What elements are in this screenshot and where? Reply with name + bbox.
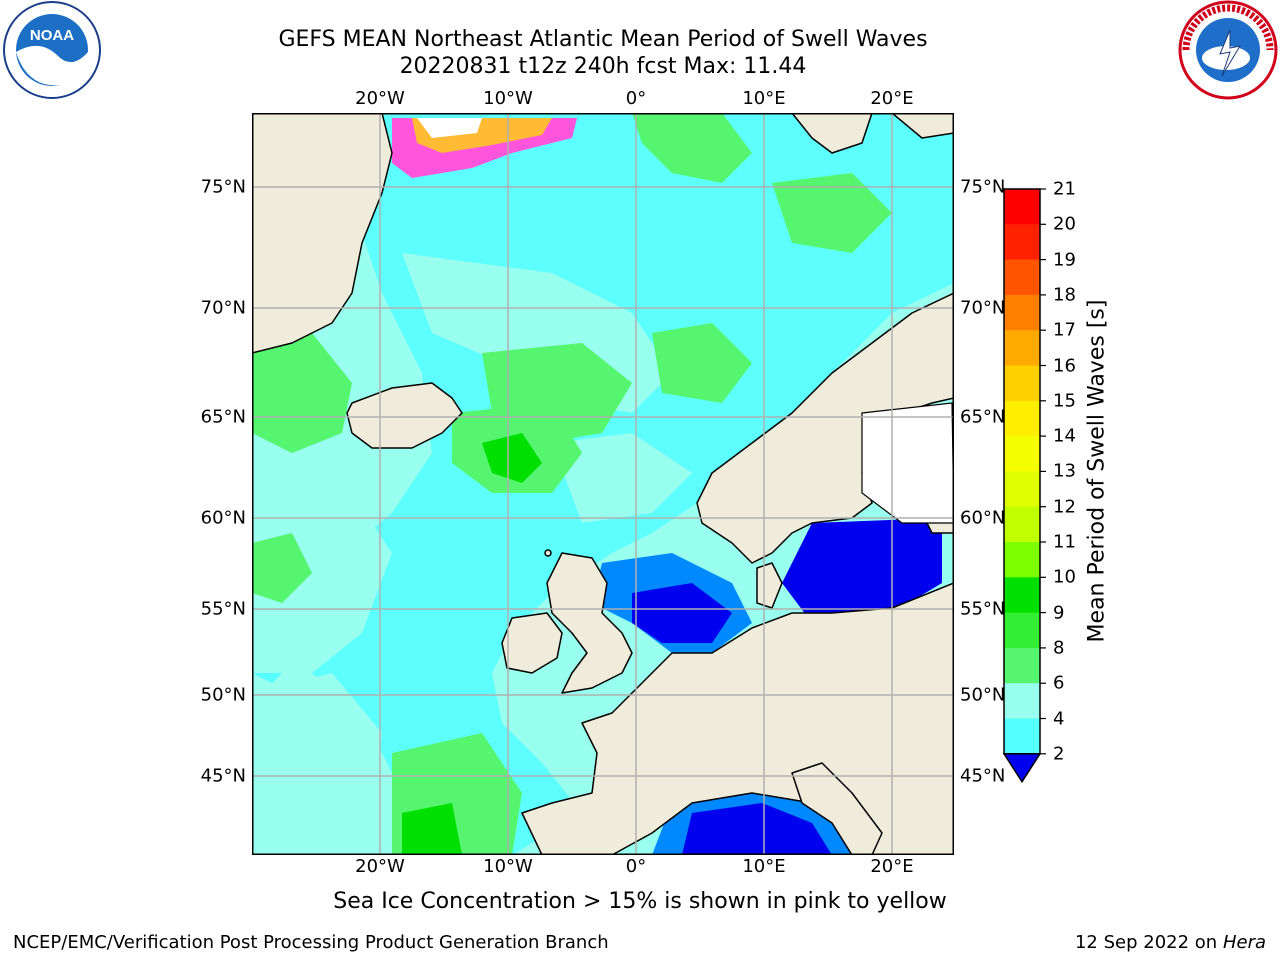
lat-label-right: 65°N [960,406,1006,428]
lon-label-top: 10°W [483,88,533,109]
swell-lt-2-north-sea [632,583,732,643]
iceland [346,382,463,449]
great-britain [546,552,633,694]
map-frame [252,113,954,855]
colorbar-tick-label: 16 [1053,355,1076,376]
lat-label-left: 65°N [200,406,246,428]
footer-credit: NCEP/EMC/Verification Post Processing Pr… [13,932,609,953]
colorbar-tick-label: 8 [1053,637,1065,659]
lat-label-right: 45°N [960,765,1006,787]
lat-label-right: 55°N [960,598,1006,620]
footer-machine: Hera [1222,932,1266,953]
lon-label-bottom: 20°E [870,856,914,877]
colorbar-band [1004,577,1040,614]
lon-label-bottom: 0° [625,856,647,877]
colorbar-tick-label: 12 [1053,496,1076,518]
faroe-islands [544,549,552,557]
swell-9-10-region [252,113,892,855]
swell-lt-2-baltic [782,518,942,623]
chart-subtitle: 20220831 t12z 240h fcst Max: 11.44 [399,54,807,79]
colorbar-tick-label: 6 [1053,672,1065,694]
lon-label-top: 20°W [355,88,405,109]
swell-lt-2-mediterranean [682,803,832,855]
graticule [252,113,954,855]
lat-label-left: 75°N [200,176,246,198]
colorbar-band [1004,436,1040,472]
italy [791,762,883,855]
colorbar-band [1004,683,1040,719]
colorbar-band [1004,224,1040,261]
lat-label-left: 55°N [200,598,246,620]
swell-period-map [252,113,954,855]
gulf-of-bothnia-missing [861,402,954,524]
noaa-logo: NOAA [3,1,101,99]
colorbar-tick-label: 2 [1053,743,1065,765]
colorbar-tick-label: 4 [1053,708,1065,729]
colorbar-tick-label: 17 [1053,319,1076,341]
colorbar-band [1004,471,1040,508]
nws-logo [1178,0,1278,100]
footer-date: 12 Sep 2022 on Hera [1075,932,1266,953]
lat-label-right: 70°N [960,297,1006,319]
colorbar-band [1004,259,1040,296]
lon-label-top: 0° [625,88,647,109]
colorbar-band [1004,718,1040,755]
colorbar-band [1004,647,1040,684]
greenland [252,113,393,354]
swell-10-11-region [402,433,542,855]
footer-date-text: 12 Sep 2022 on [1074,932,1218,953]
noaa-logo-text: NOAA [30,27,74,44]
colorbar-tick-label: 9 [1053,602,1065,624]
colorbar-band [1004,400,1040,437]
colorbar-tick-label: 15 [1053,390,1076,412]
lat-label-left: 60°N [200,507,246,529]
lon-label-bottom: 20°W [355,856,405,877]
sea-ice-note: Sea Ice Concentration > 15% is shown in … [333,889,947,914]
colorbar-tick-label: 20 [1053,213,1076,235]
colorbar-tick-label: 19 [1053,249,1076,271]
lon-label-top: 20°E [870,88,914,109]
colorbar-tick-label: 18 [1053,284,1076,306]
colorbar-band [1004,189,1040,225]
colorbar-band [1004,542,1040,578]
colorbar [1002,188,1046,784]
colorbar-band [1004,506,1040,543]
lat-label-left: 45°N [200,765,246,787]
colorbar-band [1004,365,1040,402]
lon-label-bottom: 10°E [742,856,786,877]
colorbar-tick-label: 11 [1053,531,1076,553]
colorbar-band [1004,612,1040,649]
ireland [501,612,563,674]
lon-label-top: 10°E [742,88,786,109]
lon-label-bottom: 10°W [483,856,533,877]
lat-label-right: 75°N [960,176,1006,198]
lat-label-right: 60°N [960,507,1006,529]
chart-title: GEFS MEAN Northeast Atlantic Mean Period… [278,27,928,52]
land-masses [252,113,954,855]
colorbar-tick-label: 21 [1053,178,1076,200]
lat-label-left: 50°N [200,684,246,706]
colorbar-title: Mean Period of Swell Waves [s] [1084,299,1110,643]
colorbar-band [1004,294,1040,331]
svalbard [791,113,873,154]
lat-label-left: 70°N [200,297,246,319]
sea-ice-max [417,118,482,138]
colorbar-extend-arrow [1002,753,1042,784]
colorbar-tick-label: 14 [1053,425,1076,447]
colorbar-band [1004,330,1040,366]
colorbar-tick-label: 13 [1053,460,1076,482]
colorbar-tick-label: 10 [1053,566,1076,588]
lat-label-right: 50°N [960,684,1006,706]
